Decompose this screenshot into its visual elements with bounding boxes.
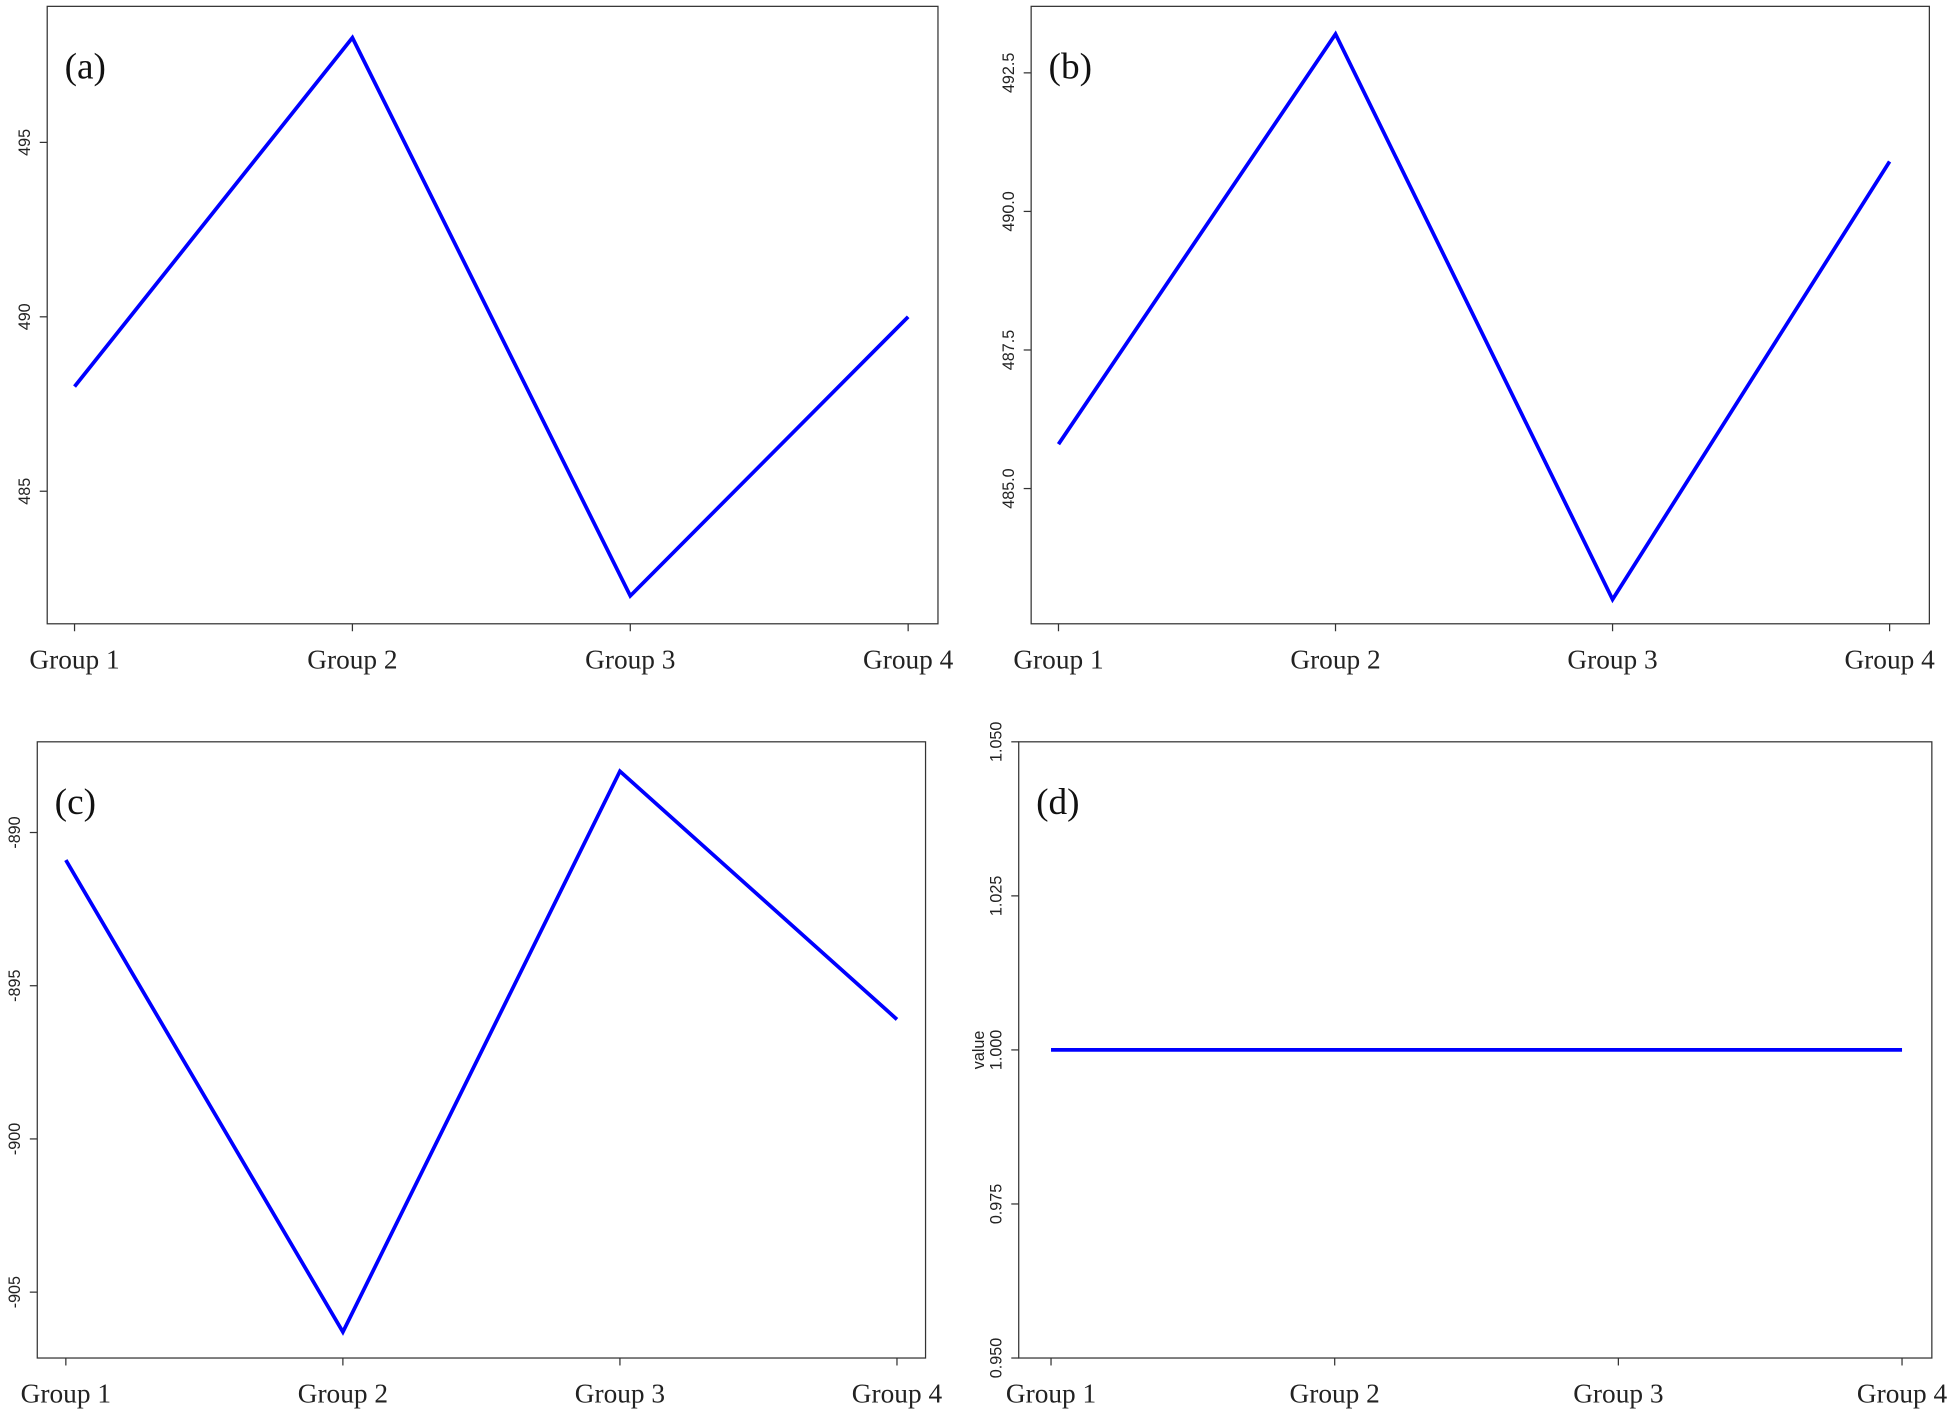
x-tick-label: Group 1 xyxy=(1013,645,1103,675)
x-tick-label: Group 2 xyxy=(1290,645,1380,675)
data-line xyxy=(73,34,910,600)
x-tick-label: Group 2 xyxy=(298,1379,388,1409)
y-tick-label: 0.950 xyxy=(987,1338,1005,1378)
panel-label: (b) xyxy=(1049,46,1092,87)
y-tick-label: 487.5 xyxy=(1000,330,1018,370)
x-tick-label: Group 3 xyxy=(585,645,675,675)
panel-label: (d) xyxy=(1036,782,1079,823)
x-tick-label: Group 2 xyxy=(307,645,397,675)
x-tick-label: Group 1 xyxy=(1006,1379,1096,1409)
y-tick-label: 495 xyxy=(16,129,34,156)
y-tick-label: -890 xyxy=(6,816,24,848)
panel-label: (c) xyxy=(55,782,96,823)
y-tick-label: 0.975 xyxy=(987,1184,1005,1224)
y-tick-label: -895 xyxy=(6,970,24,1002)
y-tick-label: 485 xyxy=(16,478,34,505)
y-tick-label: -905 xyxy=(6,1276,24,1308)
y-tick-label: 1.050 xyxy=(987,722,1005,762)
y-tick-label: -900 xyxy=(6,1123,24,1155)
x-tick-label: Group 3 xyxy=(1567,645,1657,675)
x-tick-label: Group 4 xyxy=(852,1379,943,1409)
plot-frame xyxy=(36,741,927,1359)
plot-frame xyxy=(46,5,939,625)
y-tick-label: 1.000 xyxy=(987,1030,1005,1070)
x-tick-label: Group 1 xyxy=(21,1379,111,1409)
data-line xyxy=(64,768,899,1336)
y-tick-label: 492.5 xyxy=(1000,53,1018,93)
x-tick-label: Group 2 xyxy=(1290,1379,1380,1409)
x-tick-label: Group 3 xyxy=(575,1379,665,1409)
y-tick-label: 490 xyxy=(16,303,34,330)
x-tick-label: Group 4 xyxy=(1857,1379,1948,1409)
y-tick-label: 490.0 xyxy=(1000,191,1018,231)
data-line xyxy=(1056,30,1892,604)
x-tick-label: Group 3 xyxy=(1573,1379,1663,1409)
y-tick-label: 1.025 xyxy=(987,876,1005,916)
plot-frame xyxy=(1030,5,1930,625)
x-tick-label: Group 1 xyxy=(29,645,119,675)
x-tick-label: Group 4 xyxy=(863,645,954,675)
panel-label: (a) xyxy=(65,46,106,87)
y-axis-label: value xyxy=(970,1031,988,1070)
x-tick-label: Group 4 xyxy=(1844,645,1935,675)
y-tick-label: 485.0 xyxy=(1000,468,1018,508)
